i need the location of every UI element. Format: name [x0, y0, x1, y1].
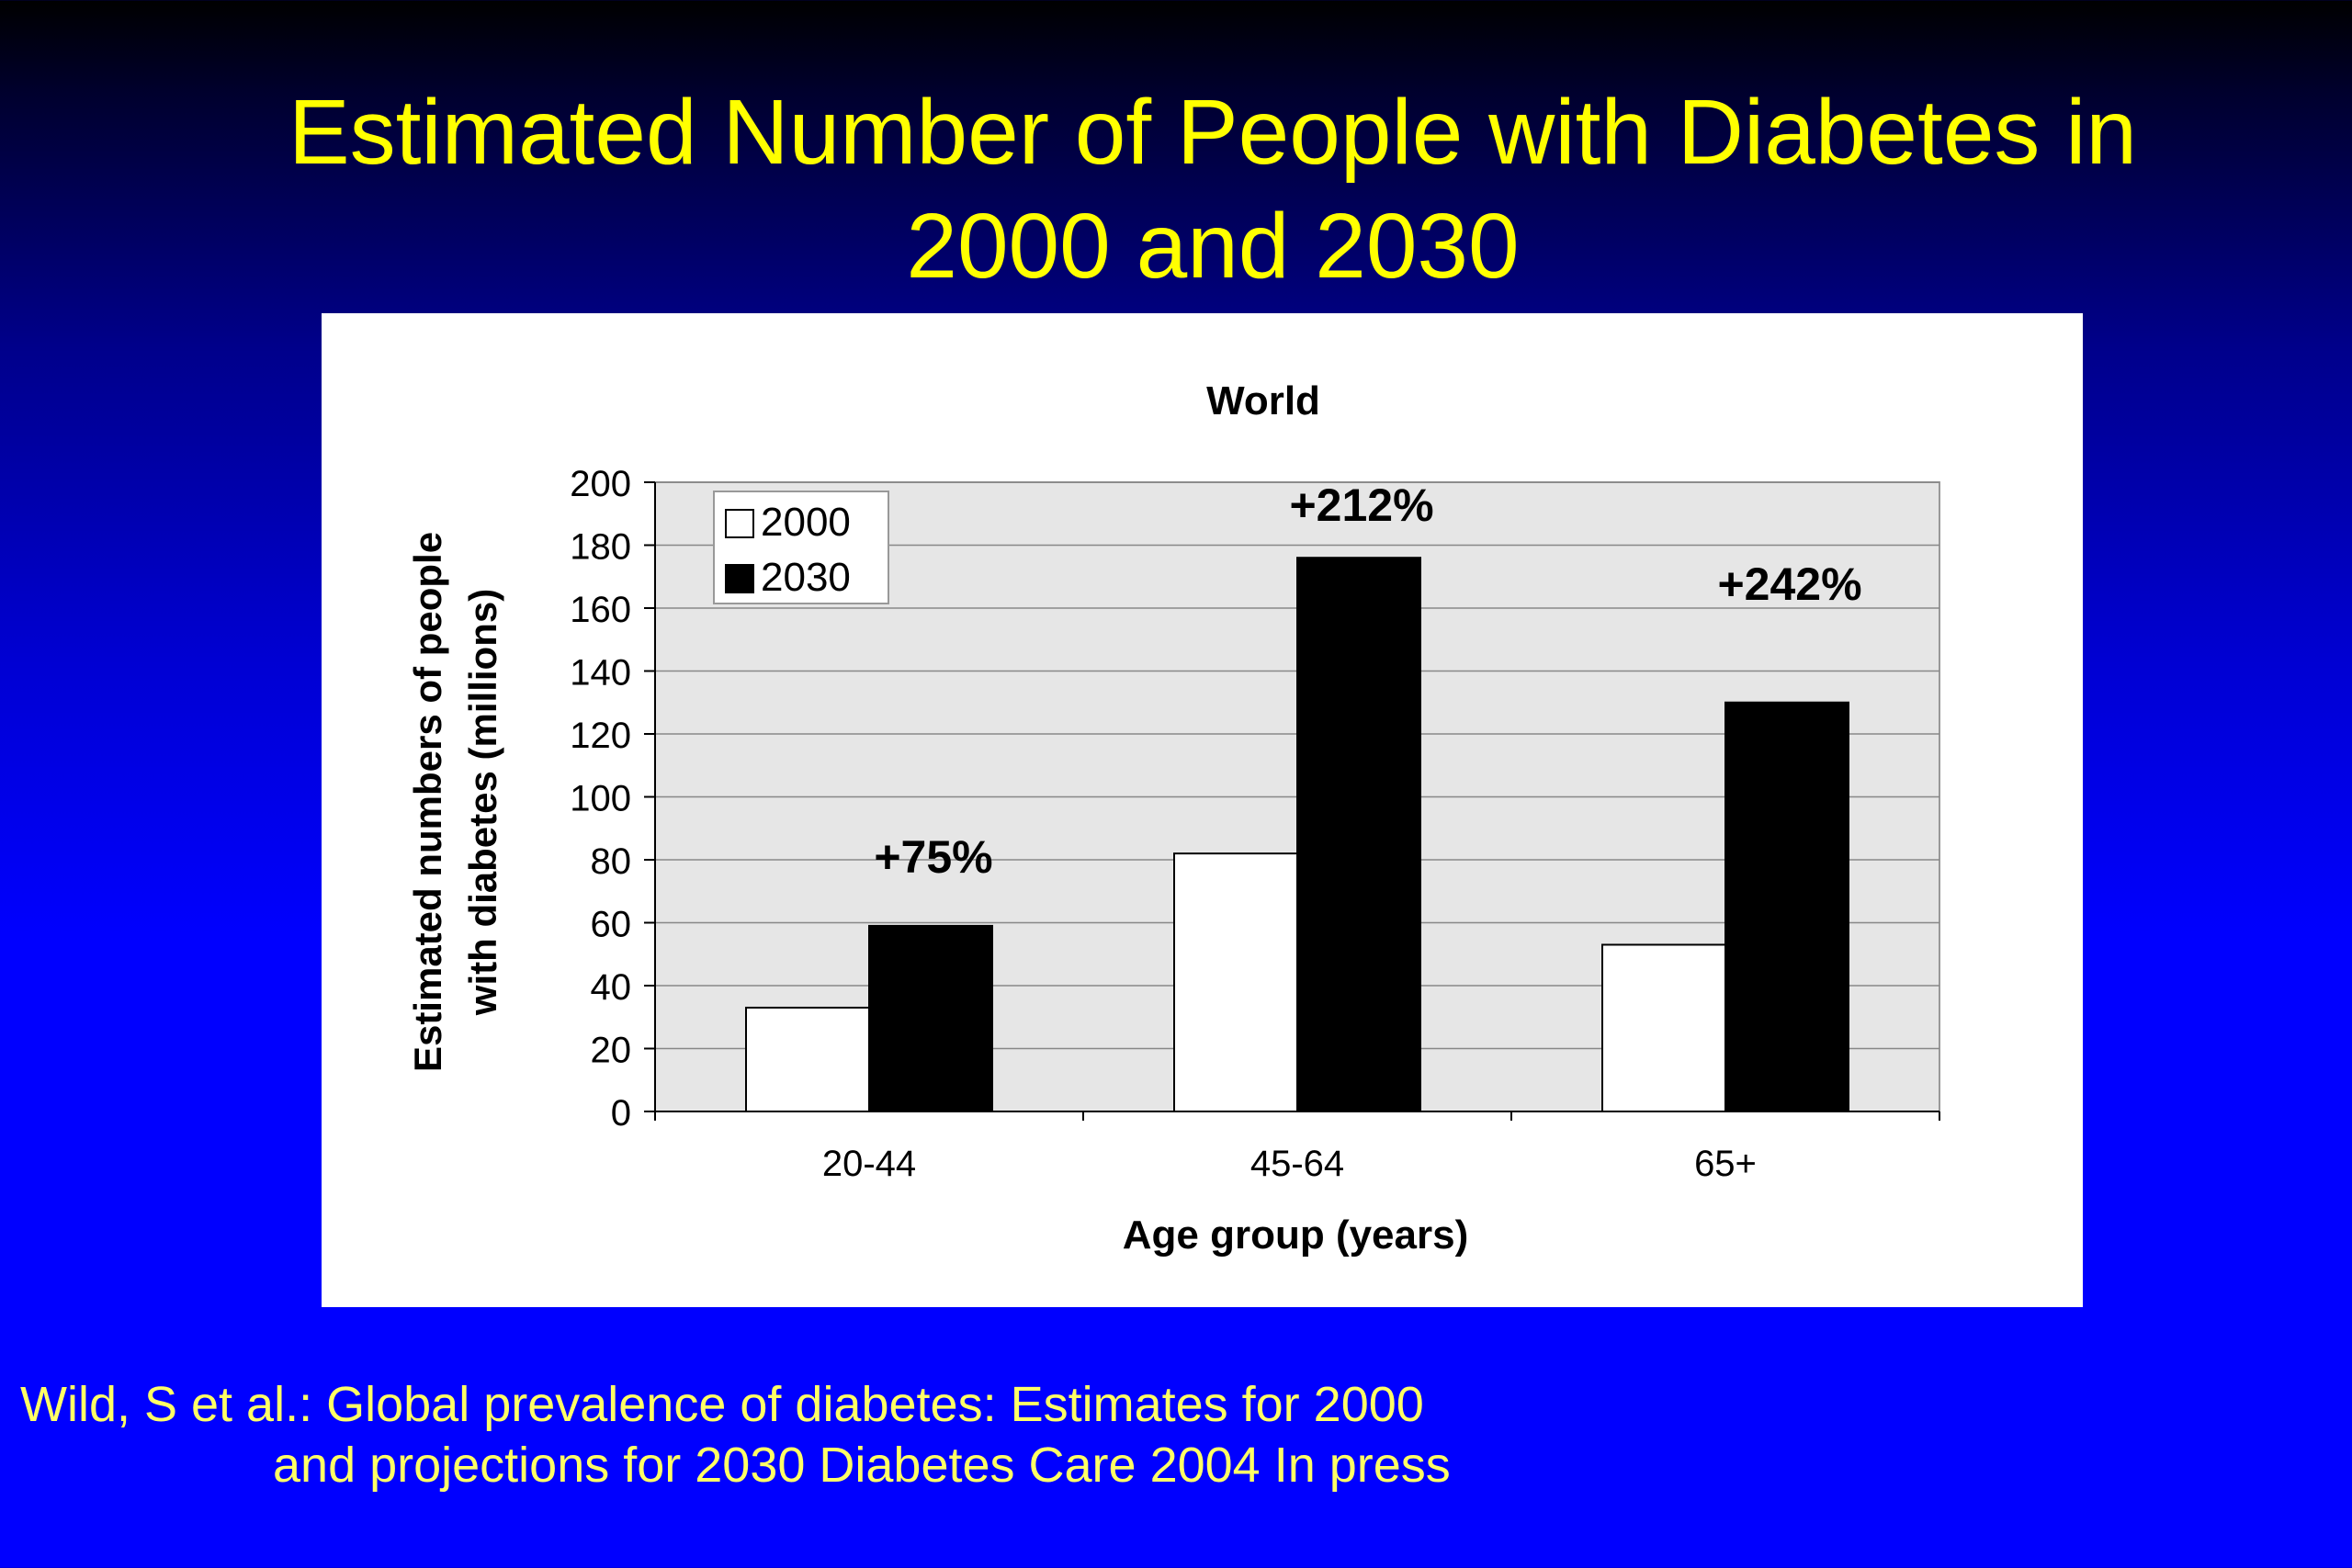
slide-title-line-1: Estimated Number of People with Diabetes…: [288, 81, 2138, 184]
annotations: +75% +212% +242%: [874, 479, 1861, 883]
legend: 2000 2030: [713, 491, 889, 604]
y-axis-label: Estimated numbers of people with diabete…: [406, 532, 504, 1072]
legend-swatch-2000: [725, 509, 754, 538]
y-tick-label: 20: [591, 1031, 632, 1071]
bar-2030-65+: [1724, 701, 1849, 1112]
y-tick-label: 0: [611, 1093, 631, 1134]
slide-title-line-2: 2000 and 2030: [906, 195, 1520, 298]
y-tick-label: 140: [570, 653, 631, 694]
y-tick-label: 60: [591, 905, 632, 945]
axes: 0 20 40 60 80 100 120 140 160 180 200 20-44 45-64 65+: [570, 464, 1940, 1184]
growth-annotation: +242%: [1717, 558, 1861, 610]
y-axis-label-line-1: Estimated numbers of people: [406, 532, 449, 1072]
citation-line-1: Wild, S et al.: Global prevalence of dia…: [20, 1377, 1424, 1432]
legend-swatch-2030: [725, 564, 754, 593]
growth-annotation: +75%: [874, 831, 992, 883]
y-tick-label: 200: [570, 464, 631, 504]
x-tick-label: 45-64: [1250, 1144, 1344, 1184]
y-tick-label: 100: [570, 779, 631, 819]
bar-2000-65+: [1601, 943, 1726, 1112]
bar-2000-20-44: [745, 1006, 870, 1112]
x-axis-label: Age group (years): [1123, 1213, 1469, 1258]
bar-2000-45-64: [1173, 852, 1298, 1113]
slide-title: Estimated Number of People with Diabetes…: [0, 75, 2352, 303]
bar-2030-20-44: [868, 924, 993, 1112]
legend-label-2000: 2000: [761, 500, 851, 545]
growth-annotation: +212%: [1289, 479, 1433, 531]
chart-title: World: [1206, 378, 1320, 423]
bar-2030-45-64: [1296, 557, 1421, 1112]
citation-line-2: and projections for 2030 Diabetes Care 2…: [273, 1438, 1451, 1493]
x-tick-label: 65+: [1694, 1144, 1757, 1184]
y-tick-label: 180: [570, 527, 631, 568]
citation: Wild, S et al.: Global prevalence of dia…: [20, 1374, 1451, 1495]
chart-panel: World 0 20 40 60 80 100 120 140 160 180 200 20-44 45…: [322, 313, 2083, 1307]
y-axis-label-line-2: with diabetes (millions): [461, 589, 504, 1016]
y-tick-label: 40: [591, 967, 632, 1008]
y-tick-label: 120: [570, 716, 631, 756]
y-tick-label: 80: [591, 841, 632, 882]
x-tick-label: 20-44: [822, 1144, 916, 1184]
y-tick-label: 160: [570, 590, 631, 630]
bar-chart: World 0 20 40 60 80 100 120 140 160 180 200 20-44 45…: [406, 378, 1940, 1258]
legend-label-2030: 2030: [761, 555, 851, 600]
